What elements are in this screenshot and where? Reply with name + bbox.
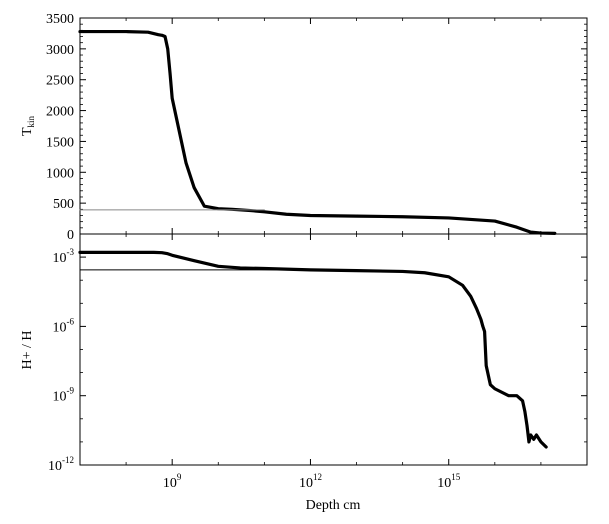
top-series-line-0	[78, 29, 557, 235]
x-tick-label: 109	[163, 472, 182, 491]
bottom-series-line-0	[78, 250, 548, 449]
top-y-tick-label: 2500	[46, 74, 74, 89]
x-axis-title: Depth cm	[306, 498, 361, 513]
top-y-tick-label: 0	[67, 228, 74, 243]
bottom-series-group	[78, 250, 548, 449]
top-y-axis-title: Tkin	[20, 115, 36, 136]
top-y-tick-label: 3000	[46, 43, 74, 58]
top-y-tick-label: 3500	[46, 12, 74, 27]
bottom-y-tick-label: 10-3	[53, 247, 75, 266]
top-panel-frame	[79, 17, 588, 235]
top-y-tick-label: 1000	[46, 166, 74, 181]
x-tick-label: 1015	[437, 472, 461, 491]
x-tick-label: 1012	[299, 472, 322, 491]
top-y-axis-title-sub: kin	[26, 115, 36, 127]
top-y-axis-title-main: T	[20, 127, 35, 136]
bottom-y-tick-label: 10-6	[53, 316, 75, 335]
top-y-tick-label: 2000	[46, 105, 74, 120]
top-y-tick-label: 500	[53, 197, 74, 212]
bottom-y-tick-label: 10-12	[48, 455, 74, 474]
top-y-tick-label: 1500	[46, 135, 74, 150]
bottom-y-tick-label: 10-9	[53, 386, 75, 405]
top-axis-ticks: 0 500 1000 1500 2000 2500 3000 3500	[46, 12, 587, 243]
bottom-axis-ticks: 10-3 10-6 10-9 10-12 109 1012 1015	[48, 233, 587, 491]
top-series-group	[78, 29, 557, 235]
bottom-y-axis-title: H+ / H	[20, 330, 35, 369]
